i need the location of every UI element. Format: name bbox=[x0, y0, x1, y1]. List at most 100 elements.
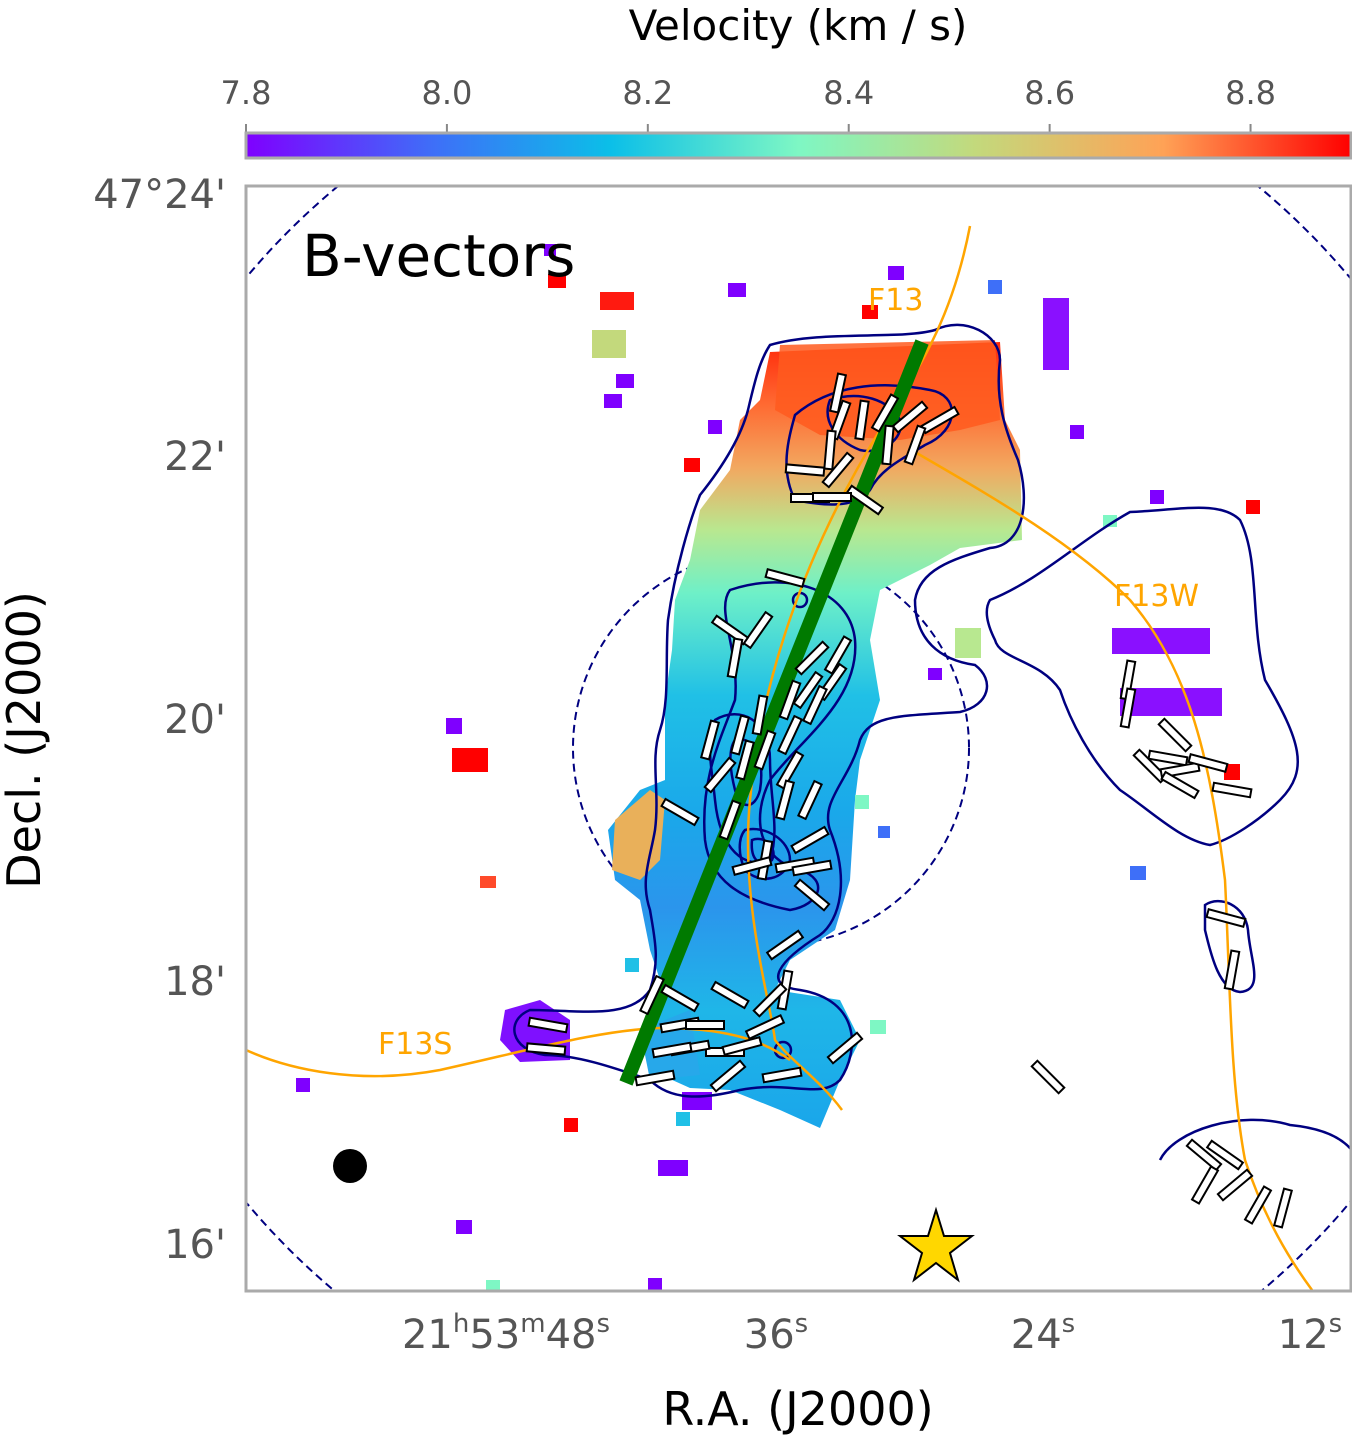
axes-frame bbox=[244, 184, 1352, 1293]
b-vector-16 bbox=[710, 614, 750, 646]
b-vector-36 bbox=[790, 825, 830, 855]
beam-marker bbox=[333, 1149, 367, 1183]
x-tick-label-2: 24s bbox=[1011, 1309, 1075, 1358]
b-vector-46 bbox=[710, 980, 750, 1010]
spine-f13w bbox=[914, 450, 1314, 1291]
b-vector-9 bbox=[784, 463, 826, 477]
b-vector-72 bbox=[1030, 1059, 1066, 1095]
b-vector-68 bbox=[1187, 752, 1229, 774]
y-axis-label: Decl. (J2000) bbox=[0, 591, 51, 889]
b-vector-73 bbox=[1185, 1138, 1223, 1172]
b-vector-41 bbox=[793, 878, 831, 912]
b-vector-40 bbox=[791, 859, 833, 877]
b-vector-14 bbox=[764, 567, 806, 589]
b-vector-55 bbox=[634, 1069, 676, 1087]
b-vector-54 bbox=[651, 1041, 693, 1059]
velocity-map-f13w-b bbox=[1120, 688, 1222, 716]
y-tick-label-3: 18' bbox=[164, 959, 226, 1005]
b-vector-10 bbox=[821, 451, 855, 489]
b-vector-24 bbox=[751, 694, 769, 736]
label-f13s: F13S bbox=[378, 1027, 452, 1062]
b-vector-30 bbox=[703, 756, 737, 794]
b-vector-2 bbox=[854, 399, 870, 441]
b-vector-34 bbox=[797, 779, 823, 821]
colorbar-ticks: 7.8 8.0 8.2 8.4 8.6 8.8 bbox=[221, 74, 1276, 133]
b-vector-57 bbox=[761, 1066, 803, 1084]
x-tick-labels: 21h53m48s 36s 24s 12s bbox=[402, 1309, 1342, 1358]
b-vector-60 bbox=[525, 1042, 567, 1056]
b-vector-77 bbox=[1243, 1185, 1273, 1225]
velocity-map-f13w-a bbox=[1112, 628, 1210, 654]
b-vector-49 bbox=[685, 1020, 725, 1030]
x-tick-label-3: 12s bbox=[1278, 1309, 1342, 1358]
scattered-pixels bbox=[296, 244, 1260, 1291]
y-tick-labels: 47°24' 22' 20' 18' 16' bbox=[93, 172, 226, 1268]
velocity-map-west-patch bbox=[612, 790, 665, 880]
b-vector-64 bbox=[1147, 749, 1189, 767]
b-vector-52 bbox=[721, 1035, 763, 1057]
b-vector-8 bbox=[823, 429, 837, 471]
x-axis-label: R.A. (J2000) bbox=[662, 1382, 933, 1436]
b-vector-62 bbox=[1119, 687, 1137, 729]
b-vector-13 bbox=[812, 492, 852, 502]
b-vector-25 bbox=[729, 714, 751, 756]
b-vector-78 bbox=[1272, 1187, 1294, 1229]
x-tick-label-1: 36s bbox=[744, 1309, 808, 1358]
y-tick-label-0: 47°24' bbox=[93, 172, 226, 218]
b-vector-38 bbox=[731, 855, 773, 877]
b-vector-69 bbox=[1211, 781, 1253, 799]
b-vector-76 bbox=[1216, 1168, 1254, 1202]
y-tick-label-2: 20' bbox=[164, 697, 226, 743]
field-circle-central bbox=[572, 549, 970, 947]
star-marker bbox=[897, 1206, 975, 1283]
b-vector-4 bbox=[891, 400, 929, 434]
b-vector-33 bbox=[774, 779, 796, 821]
velocity-map-filament bbox=[608, 342, 1022, 1128]
b-vector-67 bbox=[1160, 770, 1200, 800]
b-vector-56 bbox=[709, 1059, 747, 1093]
b-vector-70 bbox=[1205, 907, 1247, 929]
colorbar-tick-label-5: 8.8 bbox=[1225, 74, 1276, 112]
b-vector-23 bbox=[802, 684, 828, 726]
b-vector-26 bbox=[699, 719, 721, 761]
b-vector-31 bbox=[775, 750, 805, 790]
b-vector-66 bbox=[1159, 761, 1201, 779]
b-vector-47 bbox=[752, 982, 788, 1018]
b-vector-32 bbox=[660, 797, 700, 827]
y-tick-label-1: 22' bbox=[164, 434, 226, 480]
label-f13: F13 bbox=[868, 283, 923, 318]
colorbar-label: Velocity (km / s) bbox=[629, 1, 968, 50]
b-vector-22 bbox=[778, 679, 802, 721]
b-vector-0 bbox=[828, 372, 848, 414]
x-tick-label-0: 21h53m48s bbox=[402, 1309, 610, 1358]
b-vector-21 bbox=[792, 670, 824, 710]
b-vector-28 bbox=[753, 729, 777, 771]
b-vector-71 bbox=[1223, 949, 1241, 991]
colorbar-tick-label-2: 8.2 bbox=[622, 74, 673, 112]
b-vector-11 bbox=[845, 484, 885, 516]
b-vector-29 bbox=[734, 739, 756, 781]
b-vector-15 bbox=[742, 610, 774, 650]
b-vector-35 bbox=[718, 799, 742, 841]
colorbar-tick-label-1: 8.0 bbox=[421, 74, 472, 112]
b-vector-42 bbox=[765, 929, 805, 961]
colorbar-tick-label-3: 8.4 bbox=[823, 74, 874, 112]
map-layer: F13 F13W F13S B-vectors bbox=[246, 186, 1351, 1291]
b-vector-74 bbox=[1205, 1139, 1245, 1171]
b-vector-3 bbox=[870, 393, 900, 433]
b-vector-75 bbox=[1190, 1165, 1220, 1205]
b-vector-45 bbox=[660, 983, 700, 1013]
b-vector-63 bbox=[1157, 717, 1193, 753]
b-vector-58 bbox=[826, 1031, 864, 1065]
colorbar bbox=[244, 131, 1352, 160]
b-vectors bbox=[525, 372, 1294, 1229]
b-vector-7 bbox=[903, 424, 927, 466]
b-vector-19 bbox=[823, 635, 853, 675]
b-vector-17 bbox=[726, 637, 744, 679]
colorbar-tick-label-4: 8.6 bbox=[1024, 74, 1075, 112]
b-vector-27 bbox=[777, 714, 803, 756]
b-vector-59 bbox=[527, 1016, 569, 1034]
b-vector-6 bbox=[881, 424, 895, 466]
b-vector-50 bbox=[744, 1014, 786, 1040]
